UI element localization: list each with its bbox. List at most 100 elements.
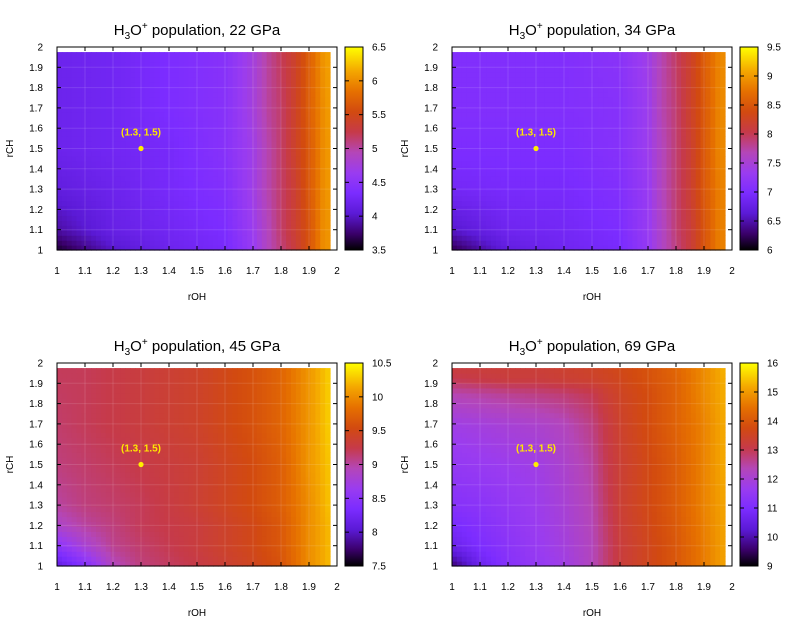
heatmap-cell [305, 195, 312, 202]
heatmap-cell [242, 81, 248, 88]
heatmap-cell [276, 561, 282, 567]
heatmap-cell [242, 151, 248, 157]
heatmap-cell [115, 151, 121, 157]
heatmap-cell [81, 136, 87, 142]
heatmap-cell [71, 131, 78, 137]
heatmap-cell [549, 61, 555, 68]
heatmap-cell [57, 180, 63, 187]
heatmap-cell [647, 121, 653, 127]
heatmap-cell [139, 141, 146, 147]
heatmap-cell [637, 96, 643, 103]
heatmap-cell [208, 170, 214, 177]
heatmap-cell [208, 205, 214, 212]
heatmap-cell [505, 165, 512, 172]
heatmap-cell [115, 230, 121, 236]
heatmap-cell [286, 170, 292, 177]
heatmap-cell [486, 76, 492, 83]
heatmap-cell [651, 141, 658, 147]
heatmap-cell [476, 136, 482, 142]
heatmap-cell [91, 541, 97, 547]
heatmap-cell [217, 81, 224, 88]
heatmap-cell [593, 96, 599, 103]
heatmap-cell [627, 71, 633, 78]
heatmap-cell [559, 151, 565, 157]
heatmap-cell [315, 556, 321, 562]
heatmap-cell [227, 71, 234, 78]
heatmap-cell [627, 101, 633, 108]
heatmap-cell [295, 155, 302, 162]
heatmap-cell [281, 215, 287, 221]
heatmap-cell [500, 195, 507, 202]
heatmap-cell [198, 245, 204, 251]
heatmap-cell [578, 116, 585, 122]
heatmap-cell [291, 136, 297, 142]
heatmap-cell [115, 66, 121, 73]
heatmap-cell [81, 225, 87, 231]
heatmap-cell [91, 215, 97, 221]
heatmap-cell [715, 71, 721, 78]
heatmap-cell [656, 220, 663, 226]
heatmap-cell [295, 195, 302, 202]
heatmap-cell [120, 126, 126, 132]
heatmap-cell [656, 61, 663, 68]
heatmap-cell [661, 52, 668, 58]
heatmap-cell [281, 121, 287, 127]
heatmap-cell [651, 121, 658, 127]
heatmap-cell [676, 160, 682, 167]
heatmap-cell [286, 165, 292, 172]
heatmap-cell [456, 86, 463, 93]
heatmap-cell [500, 81, 507, 88]
heatmap-cell [617, 220, 624, 226]
heatmap-cell [130, 240, 136, 246]
heatmap-cell [130, 146, 136, 152]
heatmap-cell [695, 66, 702, 73]
heatmap-cell [720, 240, 726, 246]
heatmap-cell [720, 151, 726, 157]
heatmap-cell [252, 76, 258, 83]
heatmap-cell [81, 96, 87, 103]
heatmap-cell [291, 111, 297, 117]
heatmap-cell [159, 106, 165, 113]
heatmap-cell [481, 76, 487, 83]
heatmap-cell [715, 141, 721, 147]
heatmap-cell [700, 180, 707, 187]
heatmap-cell [573, 91, 580, 98]
heatmap-cell [130, 131, 136, 137]
heatmap-cell [76, 556, 82, 562]
heatmap-cell [695, 81, 702, 88]
heatmap-cell [593, 225, 599, 231]
heatmap-cell [578, 175, 585, 182]
heatmap-cell [203, 240, 209, 246]
heatmap-cell [315, 76, 321, 83]
heatmap-cell [710, 205, 716, 212]
heatmap-cell [661, 71, 668, 78]
heatmap-cell [471, 91, 477, 98]
y-tick-label: 1.6 [424, 124, 438, 135]
heatmap-cell [564, 205, 570, 212]
heatmap-cell [115, 541, 121, 547]
heatmap-cell [203, 220, 209, 226]
x-tick-label: 1.9 [302, 266, 316, 277]
heatmap-cell [281, 96, 287, 103]
heatmap-cell [310, 551, 316, 557]
heatmap-cell [198, 116, 204, 122]
heatmap-cell [695, 160, 702, 167]
heatmap-cell [61, 225, 68, 231]
heatmap-cell [208, 52, 214, 58]
heatmap-cell [608, 205, 614, 212]
heatmap-cell [578, 61, 585, 68]
heatmap-cell [286, 225, 292, 231]
heatmap-cell [598, 170, 604, 177]
heatmap-cell [695, 245, 702, 251]
colorbar-border [739, 46, 759, 251]
heatmap-cell [578, 76, 585, 83]
heatmap-cell [671, 131, 677, 137]
heatmap-cell [686, 76, 692, 83]
heatmap-cell [115, 91, 121, 98]
heatmap-cell [135, 220, 141, 226]
heatmap-cell [505, 91, 512, 98]
heatmap-cell [456, 116, 463, 122]
heatmap-cell [456, 220, 463, 226]
heatmap-cell [486, 131, 492, 137]
heatmap-cell [481, 61, 487, 68]
